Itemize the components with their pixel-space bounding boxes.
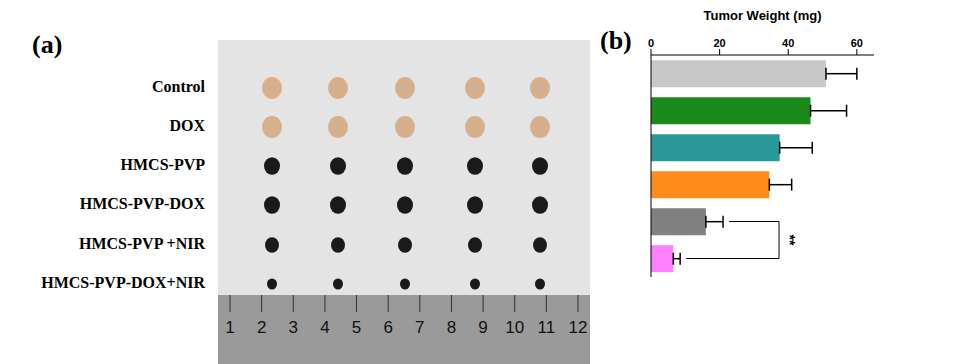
svg-text:10: 10 [505,318,524,337]
svg-text:1: 1 [225,318,234,337]
svg-text:8: 8 [447,318,456,337]
svg-text:12: 12 [569,318,588,337]
html-text:HMCS-PVP: HMCS-PVP [120,156,205,173]
svg-text:4: 4 [320,318,329,337]
svg-text:3: 3 [289,318,298,337]
html-text:HMCS-PVP-DOX: HMCS-PVP-DOX [79,195,205,212]
html-text:DOX: DOX [169,117,205,134]
svg-text:11: 11 [538,318,556,337]
svg-text:40: 40 [782,37,794,49]
svg-text:9: 9 [478,318,487,337]
html-text:Tumor Weight (mg): Tumor Weight (mg) [703,8,822,23]
svg-text:6: 6 [383,318,392,337]
html-text:HMCS-PVP +NIR: HMCS-PVP +NIR [79,235,205,252]
svg-text:7: 7 [415,318,424,337]
svg-text:20: 20 [713,37,725,49]
html-text:(a): (a) [32,30,63,59]
html-text:HMCS-PVP-DOX+NIR: HMCS-PVP-DOX+NIR [41,274,205,291]
html-text:Control: Control [152,78,205,95]
html-text:(b): (b) [600,26,632,55]
svg-text:0: 0 [648,37,654,49]
svg-text:**: ** [782,235,798,246]
svg-text:2: 2 [257,318,266,337]
svg-text:5: 5 [352,318,361,337]
svg-text:60: 60 [851,37,863,49]
